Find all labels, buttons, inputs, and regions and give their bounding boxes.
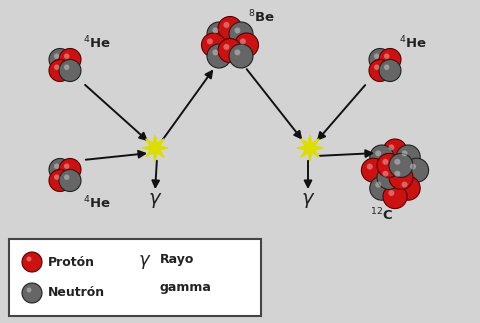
Circle shape [54,53,60,59]
Circle shape [234,49,240,56]
Circle shape [54,65,60,70]
Circle shape [26,287,32,293]
Circle shape [240,38,246,44]
Polygon shape [297,135,323,161]
Circle shape [54,163,60,169]
Circle shape [370,145,394,169]
Circle shape [402,151,408,156]
Circle shape [384,65,389,70]
Circle shape [54,174,60,180]
Text: $^{8}$Be: $^{8}$Be [248,9,275,25]
Circle shape [64,53,70,59]
Circle shape [361,158,385,182]
Circle shape [59,48,81,70]
Circle shape [389,165,413,189]
Circle shape [377,165,401,189]
Circle shape [379,59,401,81]
Circle shape [383,171,388,177]
Circle shape [26,256,32,262]
Circle shape [383,185,407,209]
Circle shape [59,170,81,192]
Circle shape [389,153,413,177]
Circle shape [223,44,229,50]
Text: $\gamma$: $\gamma$ [301,191,315,210]
Circle shape [64,163,70,169]
Circle shape [49,59,71,81]
Text: gamma: gamma [160,282,212,295]
Text: $\gamma$: $\gamma$ [148,191,162,210]
Circle shape [388,144,395,151]
Circle shape [207,44,231,68]
FancyBboxPatch shape [9,239,261,316]
Circle shape [218,16,242,40]
Circle shape [212,49,218,56]
Circle shape [369,59,391,81]
Circle shape [375,151,381,156]
Circle shape [235,33,259,57]
Circle shape [410,164,416,170]
Circle shape [374,53,380,59]
Text: Protón: Protón [48,255,95,268]
Circle shape [64,174,70,180]
Circle shape [64,65,70,70]
Circle shape [369,48,391,70]
Circle shape [384,53,389,59]
Circle shape [377,153,401,177]
Circle shape [383,159,388,165]
Text: Neutrón: Neutrón [48,287,105,299]
Circle shape [234,27,240,33]
Text: $^{12}$C: $^{12}$C [370,207,393,223]
Circle shape [396,145,420,169]
Circle shape [207,38,213,44]
Circle shape [402,182,408,188]
Circle shape [59,59,81,81]
Circle shape [229,22,253,46]
Circle shape [49,159,71,181]
Text: $^{4}$He: $^{4}$He [399,35,427,51]
Circle shape [395,171,400,177]
Text: $\gamma$: $\gamma$ [138,253,152,271]
Text: Rayo: Rayo [160,254,194,266]
Polygon shape [142,135,168,161]
Circle shape [22,252,42,272]
Circle shape [383,139,407,163]
Circle shape [405,158,429,182]
Circle shape [374,65,380,70]
Circle shape [223,22,229,28]
Circle shape [379,48,401,70]
Text: $^{4}$He: $^{4}$He [83,35,111,51]
Circle shape [49,48,71,70]
Circle shape [212,27,218,33]
Circle shape [367,164,373,170]
Circle shape [207,22,231,46]
Circle shape [370,176,394,200]
Circle shape [388,190,395,196]
Circle shape [218,38,242,62]
Circle shape [202,33,226,57]
Circle shape [49,170,71,192]
Circle shape [396,176,420,200]
Circle shape [22,283,42,303]
Circle shape [229,44,253,68]
Text: $^{4}$He: $^{4}$He [83,195,111,211]
Circle shape [375,182,381,188]
Circle shape [395,159,400,165]
Circle shape [59,159,81,181]
